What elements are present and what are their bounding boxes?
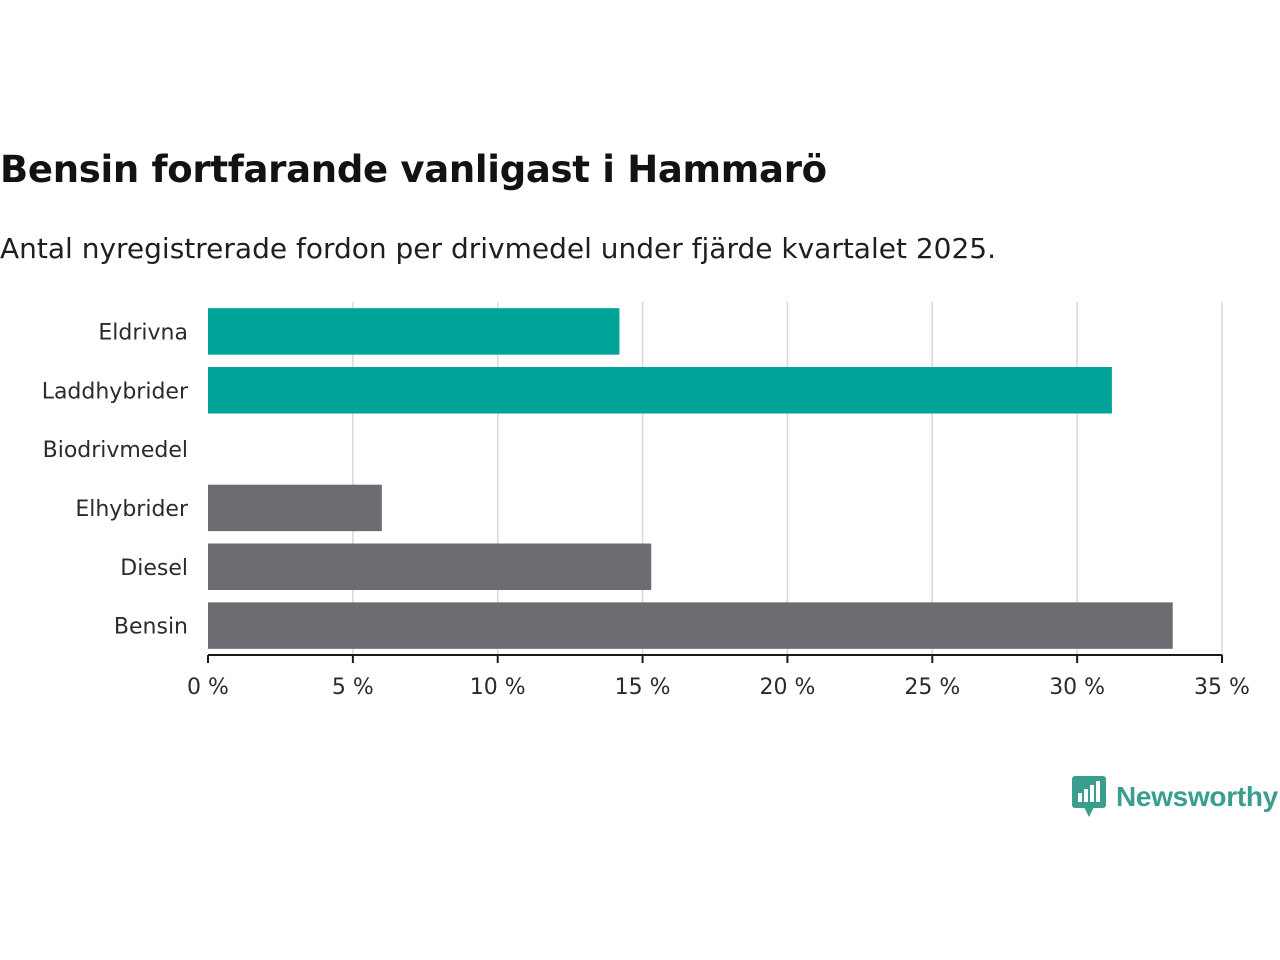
category-label-laddhybrider: Laddhybrider (42, 379, 189, 404)
x-tick-label: 10 % (470, 675, 526, 700)
bars (208, 308, 1173, 649)
category-labels: Eldrivna Laddhybrider Biodrivmedel Elhybrid… (42, 320, 189, 639)
gridlines (352, 302, 1223, 655)
x-tick-label: 15 % (615, 675, 671, 700)
bar-elhybrider (208, 484, 382, 532)
x-tick-label: 20 % (759, 675, 815, 700)
bar-laddhybrider (208, 367, 1112, 414)
category-label-biodrivmedel: Biodrivmedel (43, 438, 188, 463)
category-label-diesel: Diesel (120, 556, 188, 581)
x-tick-label: 25 % (904, 675, 960, 700)
category-label-eldrivna: Eldrivna (98, 320, 188, 345)
x-tick-label: 30 % (1049, 675, 1105, 700)
newsworthy-logo-icon (1072, 776, 1106, 817)
category-label-elhybrider: Elhybrider (75, 497, 189, 522)
chart-subtitle: Antal nyregistrerade fordon per drivmede… (0, 232, 997, 265)
bar-bensin (208, 602, 1173, 649)
newsworthy-logo: Newsworthy (1072, 776, 1278, 818)
x-tick-label: 35 % (1194, 675, 1250, 700)
x-tick-label: 0 % (187, 675, 229, 700)
x-axis: 0 % 5 % 10 % 15 % 20 % 25 % 30 % 35 % (187, 654, 1250, 700)
bar-eldrivna (208, 308, 620, 355)
chart-title: Bensin fortfarande vanligast i Hammarö (0, 148, 827, 191)
category-label-bensin: Bensin (114, 615, 188, 640)
x-tick-label: 5 % (332, 675, 374, 700)
newsworthy-logo-text: Newsworthy (1116, 781, 1278, 812)
bar-diesel (208, 543, 652, 590)
